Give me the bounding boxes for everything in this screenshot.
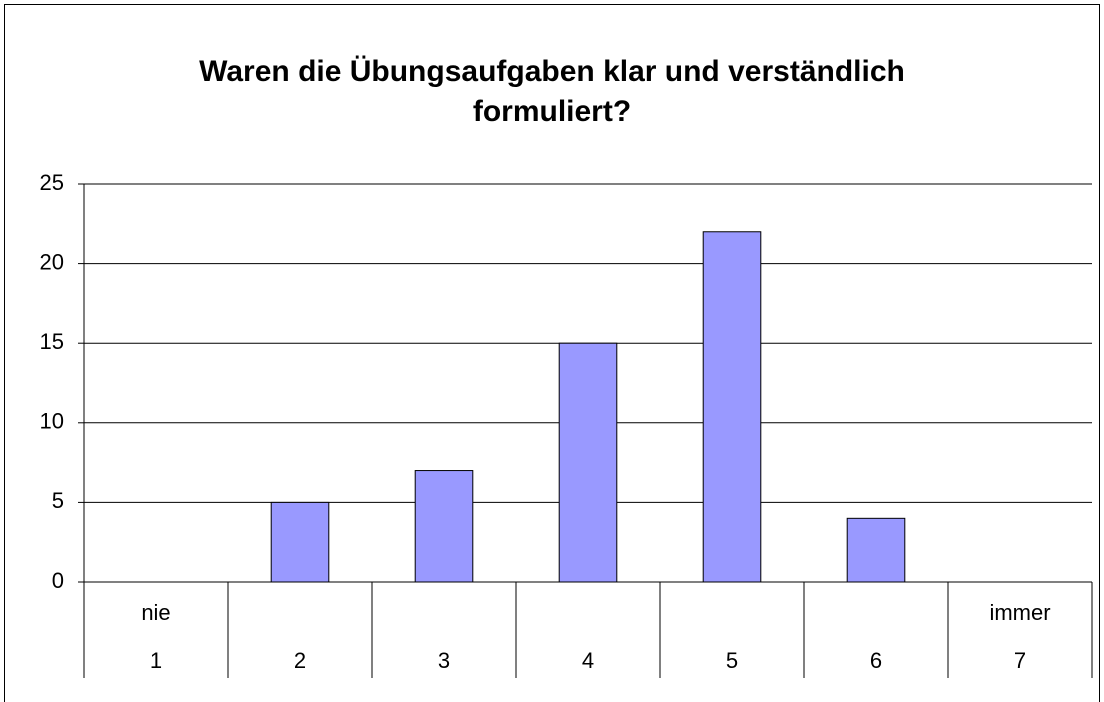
- y-tick-label: 0: [52, 568, 64, 593]
- bar: [846, 517, 906, 583]
- chart-title: Waren die Übungsaufgaben klar und verstä…: [199, 55, 905, 128]
- x-tick-label: 5: [726, 648, 738, 673]
- x-tick-label: 1: [150, 648, 162, 673]
- x-group-label: nie: [141, 600, 170, 625]
- y-tick-label: 25: [40, 170, 64, 195]
- bar: [558, 342, 618, 583]
- x-tick-label: 3: [438, 648, 450, 673]
- y-tick-label: 20: [40, 249, 64, 274]
- x-tick-label: 6: [870, 648, 882, 673]
- chart-frame: [4, 4, 1100, 702]
- x-tick-label: 7: [1014, 648, 1026, 673]
- y-tick-label: 10: [40, 409, 64, 434]
- x-tick-label: 4: [582, 648, 594, 673]
- bar: [270, 501, 330, 583]
- x-group-label: immer: [989, 600, 1050, 625]
- bar: [702, 231, 762, 583]
- y-tick-label: 5: [52, 488, 64, 513]
- bar: [414, 470, 474, 583]
- x-tick-label: 2: [294, 648, 306, 673]
- y-tick-label: 15: [40, 329, 64, 354]
